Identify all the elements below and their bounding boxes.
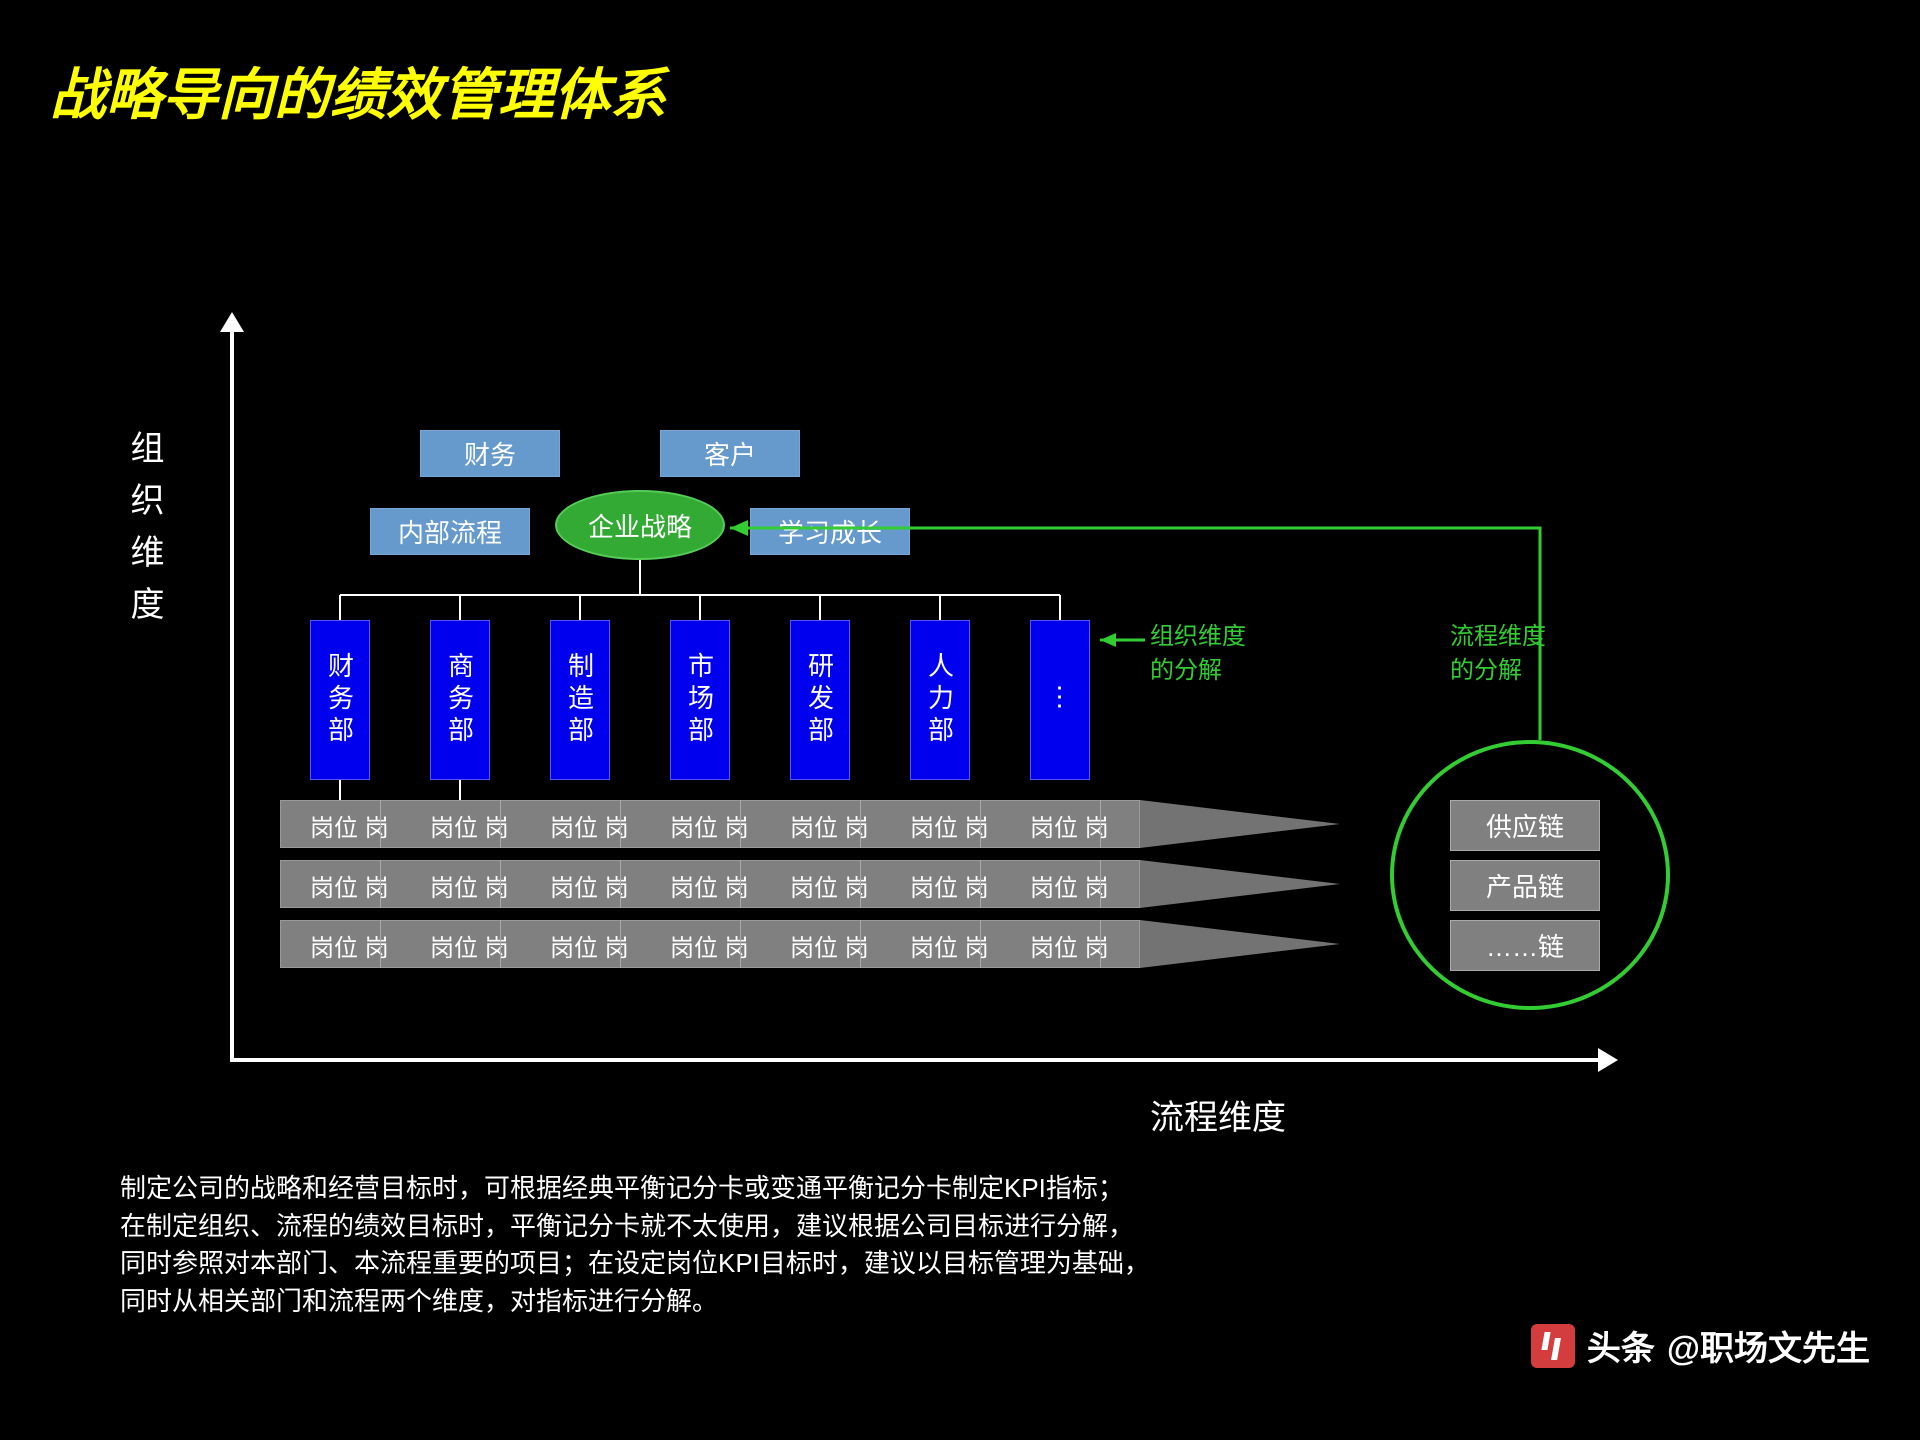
chain-sep (860, 920, 861, 968)
x-axis (230, 1058, 1600, 1062)
position-cell: 岗位 岗 (430, 808, 509, 843)
y-axis (230, 330, 234, 1060)
position-cell: 岗位 岗 (550, 808, 629, 843)
position-cell: 岗位 岗 (1030, 868, 1109, 903)
y-axis-label: 组织维度 (120, 430, 169, 638)
toutiao-logo-icon (1531, 1324, 1575, 1368)
chain-sep (620, 920, 621, 968)
chain-sep (1100, 860, 1101, 908)
dept-box: ⋮ (1030, 620, 1090, 780)
position-cell: 岗位 岗 (310, 928, 389, 963)
position-cell: 岗位 岗 (550, 868, 629, 903)
dept-box: 财务部 (310, 620, 370, 780)
position-cell: 岗位 岗 (790, 808, 869, 843)
chain-sep (500, 860, 501, 908)
org-decomp-label: 组织维度的分解 (1150, 620, 1246, 687)
proc-highlight-circle (1390, 740, 1670, 1010)
position-cell: 岗位 岗 (430, 868, 509, 903)
position-cell: 岗位 岗 (430, 928, 509, 963)
position-cell: 岗位 岗 (1030, 928, 1109, 963)
chain-arrow-icon (1140, 800, 1340, 848)
footer-description: 制定公司的战略和经营目标时，可根据经典平衡记分卡或变通平衡记分卡制定KPI指标；… (120, 1170, 1150, 1321)
bsc-finance: 财务 (420, 430, 560, 477)
position-cell: 岗位 岗 (670, 868, 749, 903)
chain-sep (740, 860, 741, 908)
x-axis-label: 流程维度 (1150, 1090, 1286, 1139)
bsc-customer: 客户 (660, 430, 800, 477)
chain-sep (740, 920, 741, 968)
chain-sep (860, 860, 861, 908)
position-cell: 岗位 岗 (310, 808, 389, 843)
bsc-learning: 学习成长 (750, 508, 910, 555)
chain-sep (980, 920, 981, 968)
chain-sep (1100, 800, 1101, 848)
position-cell: 岗位 岗 (550, 928, 629, 963)
bsc-strategy: 企业战略 (555, 490, 725, 560)
dept-box: 研发部 (790, 620, 850, 780)
chain-sep (500, 920, 501, 968)
chain-sep (380, 860, 381, 908)
position-cell: 岗位 岗 (670, 928, 749, 963)
chain-sep (980, 860, 981, 908)
position-cell: 岗位 岗 (310, 868, 389, 903)
dept-box: 制造部 (550, 620, 610, 780)
dept-box: 人力部 (910, 620, 970, 780)
chain-sep (500, 800, 501, 848)
position-cell: 岗位 岗 (670, 808, 749, 843)
chain-sep (620, 860, 621, 908)
chain-sep (620, 800, 621, 848)
dept-box: 商务部 (430, 620, 490, 780)
chain-arrow-icon (1140, 860, 1340, 908)
proc-decomp-label: 流程维度的分解 (1450, 620, 1546, 687)
chain-sep (380, 920, 381, 968)
dept-box: 市场部 (670, 620, 730, 780)
chain-sep (380, 800, 381, 848)
chain-sep (740, 800, 741, 848)
position-cell: 岗位 岗 (1030, 808, 1109, 843)
chain-sep (1100, 920, 1101, 968)
chain-arrow-icon (1140, 920, 1340, 968)
position-cell: 岗位 岗 (910, 808, 989, 843)
position-cell: 岗位 岗 (910, 868, 989, 903)
slide-title: 战略导向的绩效管理体系 (50, 50, 666, 131)
watermark: 头条 @职场文先生 (1531, 1321, 1870, 1370)
position-cell: 岗位 岗 (790, 868, 869, 903)
chain-sep (980, 800, 981, 848)
position-cell: 岗位 岗 (790, 928, 869, 963)
chain-sep (860, 800, 861, 848)
position-cell: 岗位 岗 (910, 928, 989, 963)
bsc-internal: 内部流程 (370, 508, 530, 555)
